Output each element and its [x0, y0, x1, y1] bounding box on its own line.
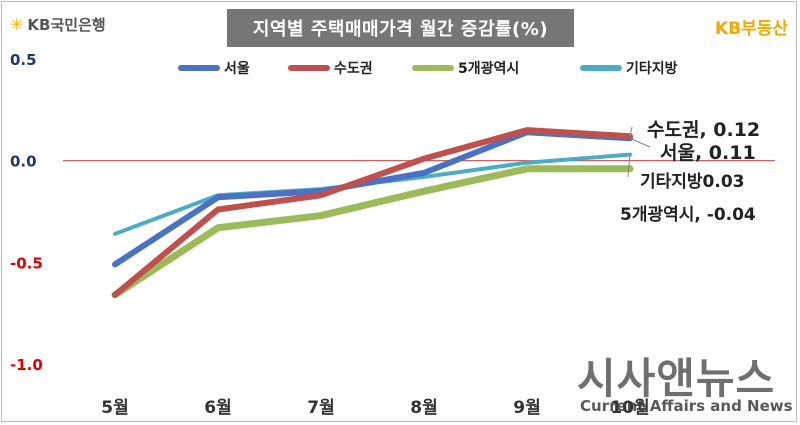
leader-line [629, 137, 651, 148]
watermark-english: Current Affairs and News [580, 397, 793, 415]
y-tick-label: 0.5 [10, 51, 37, 69]
chart-legend: 서울 수도권 5개광역시 기타지방 [178, 58, 710, 78]
legend-swatch [412, 65, 454, 71]
legend-item: 5개광역시 [412, 58, 580, 78]
leader-line [629, 126, 633, 137]
legend-item: 서울 [178, 58, 288, 78]
y-tick-label: -1.0 [10, 356, 43, 374]
series-line-5개광역시 [111, 165, 634, 299]
legend-label: 기타지방 [626, 61, 678, 77]
data-label-서울: 서울, 0.11 [660, 142, 756, 164]
leader-line [627, 154, 631, 178]
x-tick-label: 10월 [610, 398, 649, 418]
kb-bank-logo-text: KB국민은행 [27, 16, 106, 34]
data-label-수도권: 수도권, 0.12 [647, 119, 760, 141]
legend-item: 기타지방 [580, 58, 710, 78]
x-tick-label: 9월 [513, 398, 540, 418]
legend-item: 수도권 [288, 58, 412, 78]
data-label-기타지방: 기타지방0.03 [640, 172, 745, 192]
x-tick-label: 8월 [410, 398, 437, 418]
data-label-5개광역시: 5개광역시, -0.04 [620, 205, 756, 225]
legend-label: 서울 [224, 61, 250, 77]
legend-label: 5개광역시 [458, 61, 520, 77]
kb-star-icon: ✳ [10, 15, 24, 34]
y-tick-label: 0.0 [10, 153, 37, 171]
watermark-korean: 시사앤뉴스 [577, 354, 776, 403]
kb-realestate-logo: KB부동산 [714, 19, 788, 39]
chart-title: 지역별 주택매매가격 월간 증감률(%) [227, 9, 574, 47]
kb-bank-logo: ✳ KB국민은행 [10, 14, 106, 35]
y-tick-label: -0.5 [10, 254, 43, 272]
x-tick-label: 6월 [204, 398, 231, 418]
series-line-수도권 [112, 127, 633, 298]
legend-swatch [178, 65, 220, 71]
legend-label: 수도권 [334, 61, 373, 77]
legend-swatch [288, 65, 330, 71]
x-tick-label: 7월 [307, 398, 334, 418]
x-tick-label: 5월 [101, 398, 128, 418]
legend-swatch [580, 65, 622, 71]
